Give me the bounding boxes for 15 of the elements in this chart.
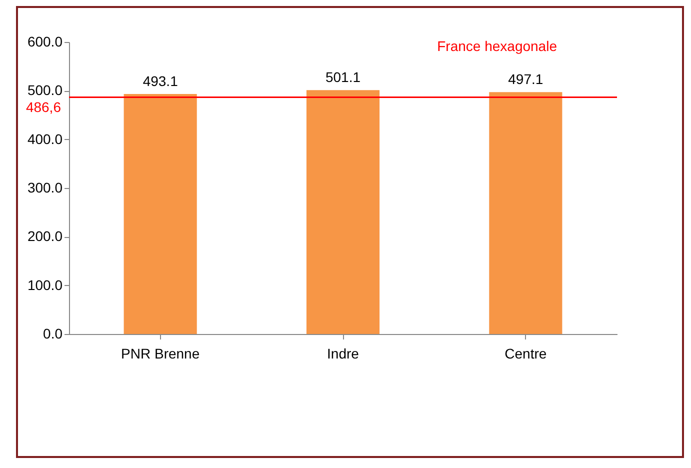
data-label: 501.1: [325, 69, 361, 86]
y-tick-label: 400.0: [27, 130, 63, 147]
data-label: 497.1: [508, 71, 544, 88]
x-tick-label: Centre: [504, 346, 547, 362]
ref-line-label: 486,6: [26, 99, 62, 116]
y-tick-label: 200.0: [27, 228, 63, 244]
y-tick-label: 600.0: [27, 34, 63, 50]
x-tick-label: Indre: [327, 346, 360, 362]
data-label: 493.1: [142, 73, 178, 90]
y-tick-label: 300.0: [27, 180, 63, 196]
x-tick-label: PNR Brenne: [121, 346, 200, 362]
y-tick-label: 100.0: [27, 276, 63, 293]
y-tick-label: 500.0: [27, 82, 63, 98]
annotation: France hexagonale: [437, 38, 558, 54]
y-tick-label: 0.0: [43, 326, 63, 342]
